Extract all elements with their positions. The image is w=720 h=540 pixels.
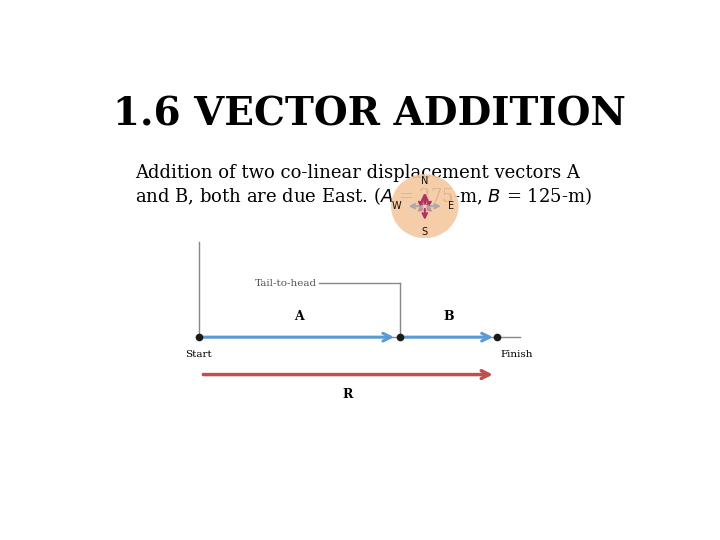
Text: and B, both are due East. ($A$ = 275-m, $B$ = 125-m): and B, both are due East. ($A$ = 275-m, … <box>135 185 592 207</box>
Text: E: E <box>448 201 454 211</box>
Text: Start: Start <box>186 350 212 360</box>
Text: B: B <box>444 309 454 322</box>
Text: R: R <box>343 388 354 401</box>
Ellipse shape <box>391 174 459 238</box>
Text: 1.6 VECTOR ADDITION: 1.6 VECTOR ADDITION <box>112 96 626 134</box>
Text: W: W <box>392 201 402 211</box>
Text: Finish: Finish <box>500 350 533 360</box>
Text: Tail-to-head: Tail-to-head <box>255 279 317 288</box>
Text: N: N <box>421 176 428 186</box>
Text: Addition of two co-linear displacement vectors A: Addition of two co-linear displacement v… <box>135 164 580 182</box>
Text: S: S <box>422 227 428 237</box>
Text: A: A <box>294 309 304 322</box>
